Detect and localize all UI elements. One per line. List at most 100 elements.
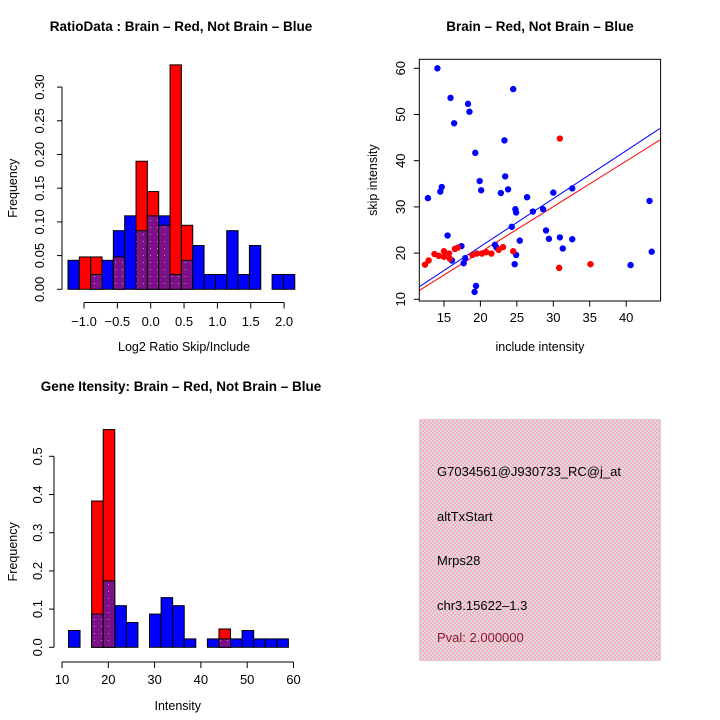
x-tick-label: 40	[619, 310, 633, 325]
intensity-scatter-points-not-brain	[424, 65, 655, 296]
scatter-point	[510, 248, 517, 255]
histogram-bar	[172, 605, 185, 648]
plot-frame	[418, 58, 662, 302]
gene-intensity-histogram: 0.0 0.1 0.2 0.3 0.4 0.5 Frequency 10 20 30 40 50 60 I…	[6, 379, 322, 713]
scatter-point	[627, 261, 634, 269]
histogram-overlap-bar	[218, 638, 232, 648]
scatter-point	[483, 248, 490, 256]
histogram-bar	[169, 64, 182, 290]
x-axis-title: Log2 Ratio Skip/Include	[118, 340, 250, 354]
scatter-point	[504, 186, 512, 193]
scatter-point	[460, 260, 467, 267]
histogram-bar	[192, 244, 205, 290]
scatter-point	[559, 245, 566, 252]
scatter-point	[440, 253, 448, 260]
scatter-point	[501, 137, 508, 144]
scatter-point	[472, 149, 479, 157]
y-axis-title: Frequency	[6, 158, 20, 218]
x-tick-label: 15	[437, 310, 451, 325]
scatter-point	[648, 248, 655, 255]
y-axis-title: skip intensity	[366, 144, 380, 216]
ratio-histogram-bars	[67, 64, 296, 290]
scatter-point	[464, 100, 472, 108]
histogram-bar	[241, 629, 255, 648]
histogram-bar	[206, 638, 220, 648]
histogram-bar	[183, 638, 197, 648]
histogram-bar	[67, 629, 81, 648]
gene-intensity-histogram-bars	[67, 429, 289, 648]
histogram-bar	[253, 638, 266, 648]
histogram-bar	[124, 215, 137, 290]
y-tick-label: 0.15	[32, 176, 47, 201]
x-axis-title: include intensity	[495, 340, 585, 354]
y-tick-label: 0.25	[32, 108, 47, 133]
scatter-point	[488, 250, 495, 257]
scatter-point	[556, 234, 564, 241]
y-tick-label: 0.20	[32, 142, 47, 167]
scatter-point	[529, 208, 537, 215]
scatter-point	[556, 135, 564, 142]
scatter-point	[510, 85, 517, 93]
y-tick-label: 0.05	[32, 243, 47, 268]
y-tick-label: 10	[393, 292, 408, 306]
scatter-point	[450, 120, 458, 127]
y-tick-label: 0.30	[32, 74, 47, 99]
brain-fit-line	[418, 139, 662, 291]
histogram-overlap-bar	[102, 580, 116, 648]
y-tick-label: 20	[393, 246, 408, 260]
histogram-bar	[271, 273, 284, 290]
x-tick-label: 25	[510, 310, 524, 325]
x-tick-label: 10	[55, 672, 69, 687]
event-type-text: altTxStart	[437, 509, 493, 524]
histogram-bar	[78, 256, 92, 290]
histogram-bar	[114, 605, 127, 648]
histogram-bar	[203, 273, 216, 290]
x-axis-title: Intensity	[154, 699, 201, 713]
x-tick-label: 50	[240, 672, 254, 687]
histogram-bar	[125, 621, 139, 648]
intensity-scatter-points-brain	[421, 135, 594, 272]
scatter-point	[473, 250, 480, 257]
chart-title: Brain – Red, Not Brain – Blue	[446, 19, 634, 34]
locus-text: chr3.15622–1.3	[437, 598, 528, 613]
x-tick-label: 20	[101, 672, 115, 687]
scatter-point	[425, 257, 432, 264]
x-tick-label: 0.5	[175, 314, 193, 329]
x-tick-label: −1.0	[71, 314, 97, 329]
scatter-point	[444, 232, 451, 239]
probe-id-text: G7034561@J930733_RC@j_at	[437, 464, 621, 479]
scatter-point	[555, 264, 563, 272]
histogram-bar	[226, 230, 239, 290]
scatter-point	[421, 261, 429, 268]
scatter-point	[471, 288, 478, 296]
scatter-point	[646, 197, 653, 205]
histogram-bar	[248, 244, 262, 290]
intensity-scatter: 15 20 25 30 35 40 10 20 30 40 50 60 include intensit…	[366, 19, 662, 354]
scatter-point	[435, 252, 443, 260]
histogram-overlap-bar	[90, 273, 103, 290]
scatter-point	[445, 250, 453, 257]
y-tick-label: 0.0	[30, 638, 45, 656]
pval-text: Pval: 2.000000	[437, 630, 524, 645]
chart-title: Gene Itensity: Brain – Red, Not Brain – …	[41, 379, 322, 394]
histogram-bar	[276, 638, 289, 648]
scatter-point	[446, 255, 453, 262]
scatter-point	[461, 254, 469, 262]
gene-name-text: Mrps28	[437, 553, 481, 568]
histogram-overlap-bar	[169, 273, 182, 290]
x-tick-label: −0.5	[105, 314, 131, 329]
scatter-point	[587, 260, 594, 268]
scatter-point	[434, 65, 441, 72]
histogram-overlap-bar	[112, 256, 126, 290]
scatter-point	[512, 209, 520, 216]
histogram-overlap-bar	[135, 230, 148, 290]
info-panel: G7034561@J930733_RC@j_at altTxStart Mrps…	[419, 419, 661, 661]
scatter-point	[477, 187, 485, 194]
x-tick-label: 35	[583, 310, 597, 325]
not-brain-fit-line	[418, 127, 662, 288]
x-tick-label: 1.0	[208, 314, 226, 329]
scatter-point	[569, 185, 576, 192]
y-tick-label: 0.1	[30, 600, 45, 618]
